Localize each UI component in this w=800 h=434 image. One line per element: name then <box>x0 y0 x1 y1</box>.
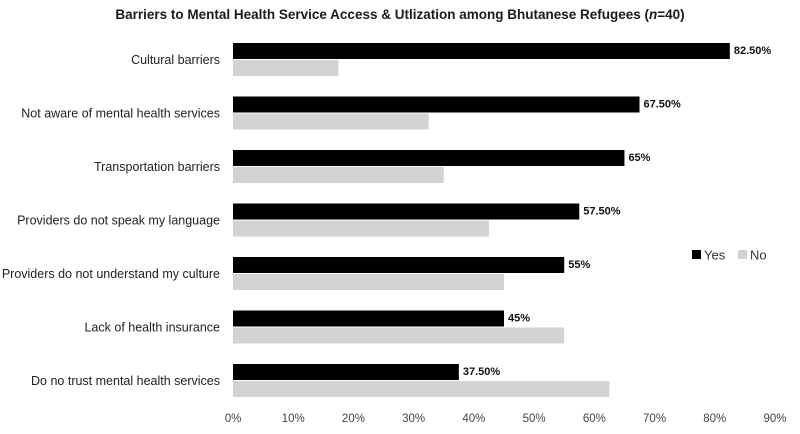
chart-title: Barriers to Mental Health Service Access… <box>115 7 684 22</box>
x-tick-label: 30% <box>402 413 425 425</box>
x-tick-label: 80% <box>703 413 726 425</box>
data-label-yes: 37.50% <box>463 366 501 378</box>
category-label: Do no trust mental health services <box>31 374 220 388</box>
x-tick-label: 70% <box>643 413 666 425</box>
category-label: Providers do not speak my language <box>17 214 220 228</box>
bar-yes <box>233 203 580 220</box>
bar-yes <box>233 96 640 113</box>
category-label: Providers do not understand my culture <box>2 267 220 281</box>
category-label: Lack of health insurance <box>84 321 220 335</box>
data-label-yes: 57.50% <box>583 206 621 218</box>
bar-no <box>233 274 504 290</box>
bar-no <box>233 327 565 344</box>
bar-yes <box>233 310 504 327</box>
bar-yes <box>233 150 625 166</box>
category-label: Transportation barriers <box>94 160 220 174</box>
data-label-yes: 55% <box>568 259 590 271</box>
chart-title-n: n <box>649 7 657 22</box>
bar-yes <box>233 257 565 273</box>
x-tick-label: 10% <box>282 413 305 425</box>
bar-no <box>233 381 610 397</box>
bar-yes <box>233 364 459 380</box>
category-label: Cultural barriers <box>131 53 220 67</box>
x-tick-label: 20% <box>342 413 365 425</box>
legend-label-no: No <box>750 248 767 263</box>
bar-yes <box>233 43 730 59</box>
data-label-yes: 65% <box>628 152 650 164</box>
chart-title-main: Barriers to Mental Health Service Access… <box>115 7 649 22</box>
legend-swatch-no <box>738 250 747 259</box>
x-tick-label: 0% <box>225 413 242 425</box>
plot-area: Cultural barriers 82.50% Not aware of ment… <box>2 43 787 425</box>
x-tick-label: 90% <box>763 413 786 425</box>
data-label-yes: 82.50% <box>734 45 772 57</box>
chart-title-suffix: =40) <box>657 7 684 22</box>
data-label-yes: 45% <box>508 313 530 325</box>
bar-no <box>233 60 339 76</box>
bar-no <box>233 220 489 237</box>
category-label: Not aware of mental health services <box>21 107 220 121</box>
legend: Yes No <box>692 248 767 263</box>
bar-no <box>233 167 444 183</box>
x-tick-label: 60% <box>583 413 606 425</box>
data-label-yes: 67.50% <box>644 99 682 111</box>
x-tick-label: 50% <box>523 413 546 425</box>
legend-swatch-yes <box>692 250 701 259</box>
x-tick-label: 40% <box>462 413 485 425</box>
legend-label-yes: Yes <box>704 248 726 263</box>
bar-no <box>233 113 429 130</box>
